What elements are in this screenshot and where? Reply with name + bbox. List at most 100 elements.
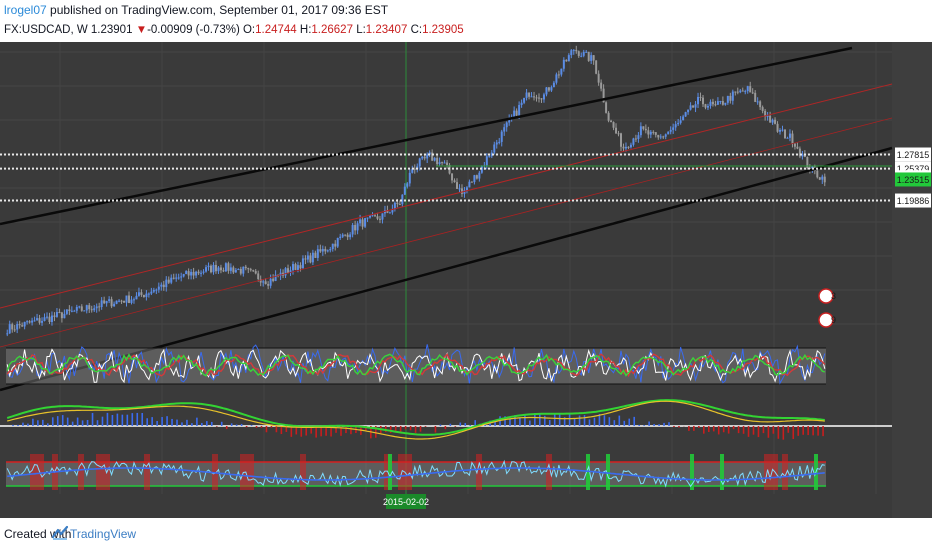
candle-body (560, 68, 563, 75)
candle-body (346, 234, 349, 238)
macd-histogram-bar (514, 415, 516, 426)
candle-body (262, 281, 265, 283)
author-username[interactable]: lrogel07 (4, 3, 47, 17)
candle-body (441, 162, 444, 164)
macd-histogram-bar (156, 420, 158, 426)
candle-body (525, 92, 528, 98)
candle-body (361, 219, 364, 227)
macd-histogram-bar (225, 426, 228, 430)
candle-body (704, 104, 707, 108)
macd-histogram-bar (802, 426, 804, 435)
macd-histogram-bar (469, 424, 472, 426)
candle-body (490, 152, 493, 157)
macd-histogram-bar (648, 421, 650, 426)
channel-lower-line (0, 146, 893, 392)
candle-body (488, 156, 491, 158)
candle-body (200, 272, 203, 274)
candle-body (55, 312, 58, 317)
price-tag-box (895, 147, 931, 162)
candle-body (195, 271, 198, 276)
candle-body (493, 144, 496, 153)
macd-histogram-bar (812, 426, 814, 436)
candle-body (299, 265, 302, 269)
macd-histogram-bar (126, 414, 129, 426)
candle-body (774, 119, 777, 124)
candle-body (155, 289, 158, 291)
candle-body (306, 255, 309, 260)
macd-histogram-bar (504, 416, 506, 426)
candle-body (816, 170, 819, 178)
candle-body (557, 74, 560, 76)
macd-histogram-bar (707, 426, 710, 432)
candle-body (652, 131, 655, 133)
candle-body (269, 278, 272, 286)
candle-body (118, 300, 121, 302)
macd-histogram-bar (330, 426, 332, 437)
macd-histogram-bar (558, 413, 561, 426)
candle-body (190, 271, 193, 276)
macd-histogram-bar (146, 418, 148, 426)
macd-histogram-bar (673, 426, 675, 428)
candle-body (264, 281, 267, 285)
rsi-alert-bar (78, 454, 84, 490)
candle-body (406, 183, 409, 187)
macd-histogram-bar (539, 414, 541, 426)
macd-histogram-bar (792, 426, 795, 439)
macd-histogram-bar (151, 417, 153, 426)
candle-body (823, 176, 826, 183)
candle-body (550, 87, 553, 91)
candle-body (28, 321, 31, 323)
publication-line: lrogel07 published on TradingView.com, S… (4, 3, 388, 17)
macd-histogram-bar (464, 422, 467, 426)
price-tag-box (895, 172, 931, 187)
macd-histogram-bar (315, 426, 317, 438)
candle-body (182, 274, 185, 277)
candle-body (336, 237, 339, 247)
candle-body (721, 101, 724, 105)
candle-body (374, 215, 376, 217)
macd-histogram-bar (22, 422, 24, 426)
macd-histogram-bar (260, 426, 263, 428)
candle-body (746, 86, 749, 92)
macd-histogram-bar (404, 426, 407, 430)
macd-histogram-bar (201, 422, 203, 426)
macd-histogram-bar (191, 423, 193, 426)
candle-body (513, 110, 516, 117)
macd-histogram-bar (459, 422, 462, 426)
stoch-signal-green (6, 353, 825, 377)
macd-signal-line (7, 400, 825, 440)
candle-body (451, 173, 454, 181)
macd-histogram-bar (290, 426, 293, 437)
last-price: 1.23901 (90, 24, 133, 36)
candle-body (798, 148, 801, 157)
macd-histogram-bar (782, 426, 785, 440)
candle-body (247, 268, 250, 270)
candle-body (644, 128, 647, 131)
event-badges[interactable]: 39 (818, 288, 836, 328)
candle-body (582, 51, 585, 56)
candle-body (378, 218, 381, 220)
tradingview-brand[interactable]: TradingView (70, 527, 137, 541)
macd-histogram-bar (797, 426, 800, 436)
rsi-alert-bar (96, 454, 110, 490)
footer: Created with TradingView (0, 518, 932, 550)
candle-body (108, 299, 111, 302)
candle-body (572, 49, 575, 51)
macd-histogram-bar (76, 417, 79, 426)
candle-body (344, 234, 347, 236)
candle-body (575, 49, 578, 52)
candle-body (38, 318, 41, 323)
high-label: H: (299, 24, 312, 36)
candle-body (702, 97, 704, 105)
candle-body (784, 129, 786, 139)
candle-body (185, 271, 188, 275)
candle-body (654, 132, 657, 135)
macd-histogram-bar (658, 424, 660, 426)
candle-body (530, 96, 533, 98)
macd-histogram-bar (703, 426, 705, 434)
candle-body (80, 306, 83, 311)
macd-histogram-bar (171, 418, 173, 426)
macd-histogram-bar (419, 426, 422, 432)
candle-body (65, 309, 68, 314)
